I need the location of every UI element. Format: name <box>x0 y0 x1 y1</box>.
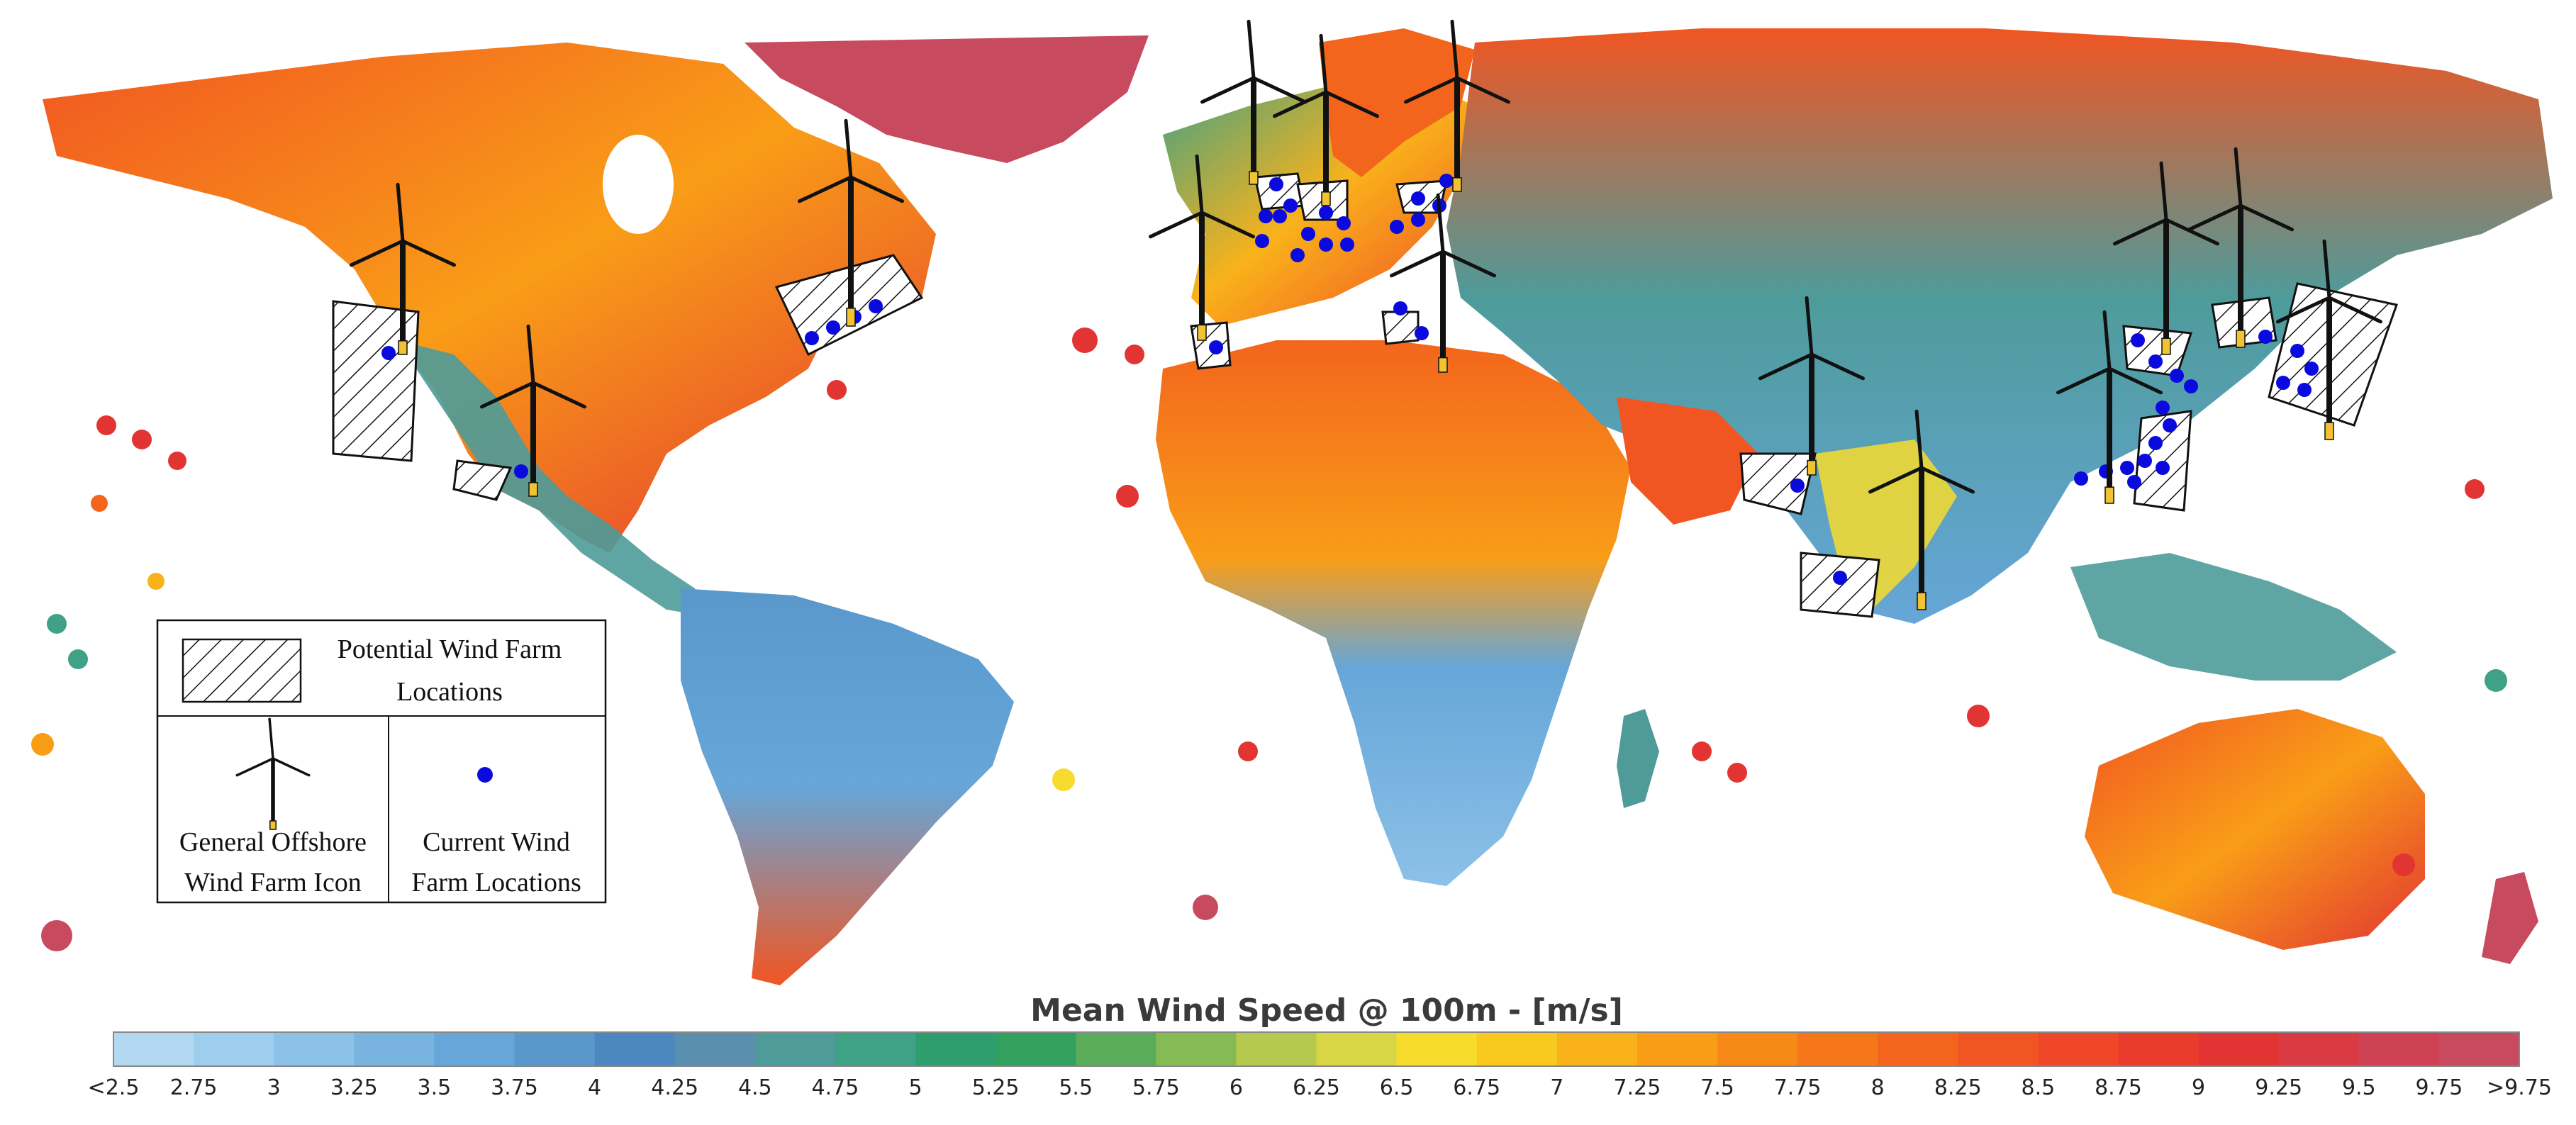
turbine-icon <box>1200 19 1307 185</box>
colorbar-cell <box>996 1032 1076 1066</box>
legend-hatch-swatch <box>182 638 302 703</box>
turbine-icon <box>1272 33 1380 206</box>
colorbar-cell <box>514 1032 596 1066</box>
colorbar-tick-label: 8.5 <box>2022 1075 2056 1100</box>
turbine-icon <box>479 324 587 497</box>
colorbar-cell <box>1717 1032 1798 1066</box>
colorbar-tick-label: 4.75 <box>812 1075 859 1100</box>
turbine-icon <box>1389 193 1497 373</box>
north-america <box>43 43 936 553</box>
colorbar-title: Mean Wind Speed @ 100m - [m/s] <box>1030 992 1623 1029</box>
current-wind-farm-dots <box>381 174 2319 585</box>
colorbar-tick-label: 3 <box>267 1075 281 1100</box>
colorbar-tick-label: 9 <box>2192 1075 2205 1100</box>
colorbar-tick-label: 7.75 <box>1774 1075 1822 1100</box>
turbine-icons <box>349 19 2383 610</box>
colorbar-cell <box>1396 1032 1478 1066</box>
colorbar-tick-label: 5 <box>908 1075 922 1100</box>
colorbar-cell <box>2438 1032 2520 1066</box>
colorbar-cell <box>2198 1032 2280 1066</box>
colorbar-cell <box>1316 1032 1398 1066</box>
legend-potential-label-1: Potential Wind Farm <box>338 634 562 664</box>
colorbar-cell <box>1076 1032 1156 1066</box>
greenland <box>745 35 1149 163</box>
colorbar-tick-label: 7.25 <box>1614 1075 1661 1100</box>
legend-turbine-icon <box>235 717 311 830</box>
colorbar-tick-label: 9.25 <box>2255 1075 2302 1100</box>
colorbar-cell <box>2358 1032 2440 1066</box>
colorbar-tick-label: 3.75 <box>491 1075 538 1100</box>
legend-icon-label-1: General Offshore <box>179 827 367 857</box>
colorbar-cell <box>113 1032 194 1066</box>
colorbar-tick-label: 5.25 <box>972 1075 1020 1100</box>
colorbar-cell <box>2038 1032 2119 1066</box>
colorbar-tick-label: 6.25 <box>1293 1075 1340 1100</box>
colorbar-tick-label: 4.25 <box>651 1075 698 1100</box>
colorbar-cell <box>434 1032 515 1066</box>
colorbar-cell <box>1236 1032 1317 1066</box>
colorbar-tick-label: 6.75 <box>1453 1075 1500 1100</box>
turbine-icon <box>2275 239 2383 440</box>
australia <box>2085 709 2425 950</box>
colorbar-cell <box>274 1032 355 1066</box>
colorbar-cell <box>594 1032 676 1066</box>
colorbar-cell <box>754 1032 836 1066</box>
colorbar-ticks: <2.5 2.75 3 3.25 3.5 3.75 4 4.25 4.5 4.75 5 5.25 5.5… <box>88 1075 2552 1100</box>
turbine-icon <box>2187 147 2295 348</box>
colorbar-cell <box>1878 1032 1958 1066</box>
turbine-icon <box>1403 19 1511 192</box>
colorbar-cell <box>1476 1032 1558 1066</box>
turbine-icon <box>349 182 457 355</box>
colorbar-tick-label: 5.5 <box>1059 1075 1093 1100</box>
colorbar-cell <box>1958 1032 2039 1066</box>
colorbar-tick-label: 6 <box>1230 1075 1243 1100</box>
legend-current-dot <box>477 767 493 783</box>
colorbar-cell <box>354 1032 435 1066</box>
colorbar-cell <box>194 1032 274 1066</box>
legend-icon-label-2: Wind Farm Icon <box>184 868 362 897</box>
colorbar-cell <box>1797 1032 1878 1066</box>
colorbar-tick-label: 8 <box>1871 1075 1885 1100</box>
colorbar-tick-label: <2.5 <box>88 1075 140 1100</box>
colorbar-tick-label: 6.5 <box>1380 1075 1414 1100</box>
legend-potential-label-2: Locations <box>396 677 503 707</box>
ocean-wind-dots <box>31 328 2507 951</box>
turbine-icon <box>1868 409 1975 610</box>
colorbar-cell <box>674 1032 756 1066</box>
colorbar-tick-label: 7 <box>1550 1075 1563 1100</box>
colorbar-cell <box>915 1032 996 1066</box>
legend-current-label-1: Current Wind <box>423 827 570 857</box>
turbine-icon <box>1148 154 1256 341</box>
colorbar-tick-label: 3.5 <box>418 1075 452 1100</box>
turbine-icon <box>235 717 311 830</box>
turbine-icon <box>2112 161 2220 355</box>
colorbar-tick-label: 8.75 <box>2095 1075 2142 1100</box>
turbine-icon <box>2056 310 2163 504</box>
colorbar <box>113 1032 2520 1066</box>
south-america <box>681 588 1014 985</box>
colorbar-tick-label: 2.75 <box>170 1075 218 1100</box>
scandinavia <box>1319 28 1475 177</box>
colorbar-cell <box>1556 1032 1638 1066</box>
colorbar-cell <box>2278 1032 2360 1066</box>
colorbar-cell <box>835 1032 916 1066</box>
colorbar-tick-label: 5.75 <box>1132 1075 1180 1100</box>
colorbar-tick-label: 9.5 <box>2342 1075 2376 1100</box>
colorbar-tick-label: 4.5 <box>738 1075 772 1100</box>
colorbar-tick-label: 8.25 <box>1934 1075 1982 1100</box>
colorbar-tick-label: 3.25 <box>330 1075 378 1100</box>
colorbar-cell <box>2118 1032 2199 1066</box>
turbine-icon <box>1758 296 1866 476</box>
colorbar-tick-label: 7.5 <box>1700 1075 1734 1100</box>
legend: Potential Wind Farm Locations General Of… <box>156 619 607 904</box>
colorbar-tick-label: 4 <box>588 1075 601 1100</box>
colorbar-cell <box>1637 1032 1718 1066</box>
legend-current-label-2: Farm Locations <box>411 868 581 897</box>
colorbar-tick-label: 9.75 <box>2416 1075 2463 1100</box>
colorbar-cell <box>1156 1032 1237 1066</box>
turbine-icon <box>797 118 905 327</box>
colorbar-tick-label: >9.75 <box>2487 1075 2552 1100</box>
africa <box>1156 340 1631 886</box>
